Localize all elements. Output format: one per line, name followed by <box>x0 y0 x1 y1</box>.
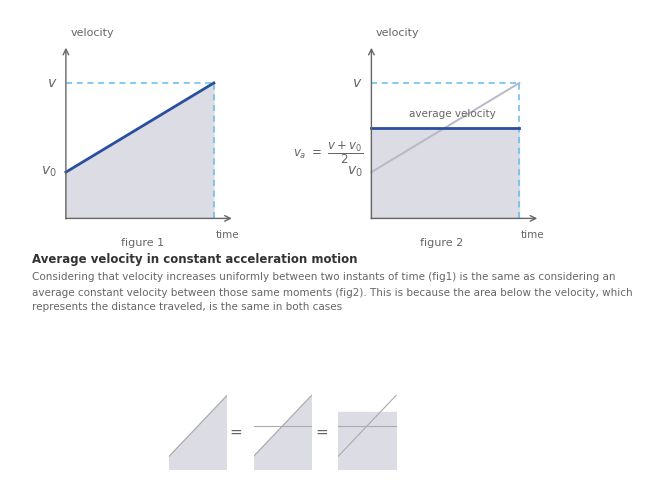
Text: velocity: velocity <box>70 28 114 38</box>
Text: $\mathit{v}$: $\mathit{v}$ <box>352 76 363 90</box>
Text: Considering that velocity increases uniformly between two instants of time (fig1: Considering that velocity increases unif… <box>32 272 616 282</box>
Text: time: time <box>521 230 545 240</box>
Text: time: time <box>215 230 239 240</box>
Polygon shape <box>338 412 396 470</box>
Polygon shape <box>66 83 214 218</box>
Text: figure 2: figure 2 <box>421 238 463 248</box>
Text: $\mathit{v}_0$: $\mathit{v}_0$ <box>42 165 57 180</box>
Text: average constant velocity between those same moments (fig2). This is because the: average constant velocity between those … <box>32 288 633 298</box>
Text: $\mathit{v}_0$: $\mathit{v}_0$ <box>347 165 363 180</box>
Polygon shape <box>254 395 312 470</box>
Text: velocity: velocity <box>376 28 419 38</box>
Polygon shape <box>169 395 227 470</box>
Text: Average velocity in constant acceleration motion: Average velocity in constant acceleratio… <box>32 252 358 266</box>
Text: average velocity: average velocity <box>410 110 496 120</box>
Text: $\mathit{v}_a\ =\ \dfrac{v + v_0}{2}$: $\mathit{v}_a\ =\ \dfrac{v + v_0}{2}$ <box>293 139 363 166</box>
Text: represents the distance traveled, is the same in both cases: represents the distance traveled, is the… <box>32 302 343 312</box>
Polygon shape <box>371 128 519 218</box>
Text: $\mathit{v}$: $\mathit{v}$ <box>47 76 57 90</box>
Text: =: = <box>229 425 242 440</box>
Text: figure 1: figure 1 <box>122 238 164 248</box>
Text: =: = <box>315 425 328 440</box>
